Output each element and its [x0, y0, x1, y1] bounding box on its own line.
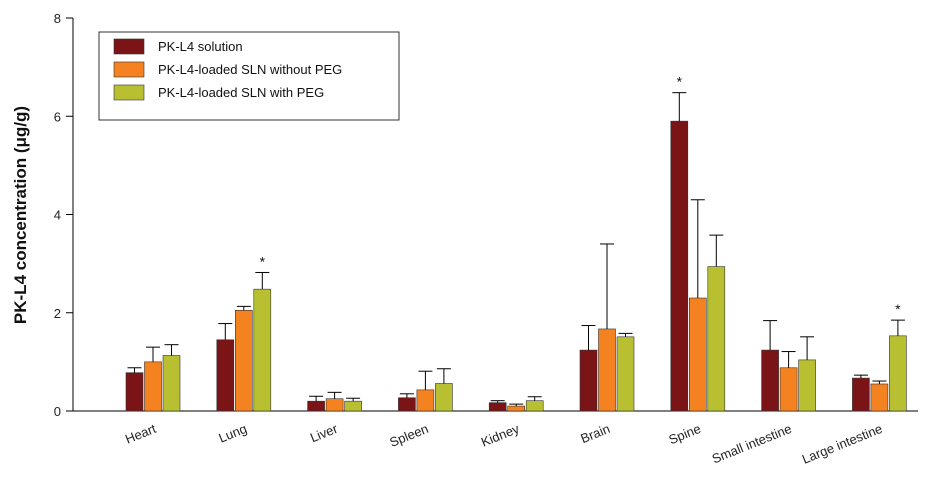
bar [507, 405, 526, 412]
bar [216, 339, 235, 412]
bars-group [125, 120, 907, 412]
bar [525, 400, 544, 412]
x-tick-label: Liver [308, 421, 340, 446]
bar [325, 398, 344, 412]
bar [435, 383, 453, 412]
bar [253, 288, 272, 412]
legend-label: PK-L4 solution [158, 39, 243, 54]
bar [162, 355, 181, 412]
x-tick-label: Lung [216, 421, 248, 446]
bar [598, 328, 616, 412]
x-tick-label: Spine [666, 421, 702, 447]
bar [144, 361, 162, 412]
bar [889, 335, 907, 412]
bar [416, 389, 435, 412]
legend-label: PK-L4-loaded SLN with PEG [158, 85, 324, 100]
bar [398, 397, 416, 412]
bar [579, 349, 598, 412]
bar [852, 377, 870, 412]
bar [870, 383, 889, 412]
bar [125, 372, 144, 412]
x-tick-label: Brain [578, 421, 612, 446]
bar [344, 400, 362, 412]
legend-swatch [113, 61, 145, 78]
x-tick-label: Heart [123, 421, 158, 447]
bar [307, 400, 325, 412]
y-tick-label: 6 [54, 109, 61, 124]
bar [670, 120, 689, 412]
significance-mark: * [895, 301, 901, 317]
significance-mark: * [677, 74, 683, 90]
y-tick-label: 8 [54, 11, 61, 26]
legend-label: PK-L4-loaded SLN without PEG [158, 62, 342, 77]
x-tick-label: Large intestine [800, 421, 885, 467]
bar [707, 266, 726, 412]
y-axis-label: PK-L4 concentration (μg/g) [11, 106, 30, 324]
legend-box [98, 31, 400, 121]
significance-mark: * [260, 253, 266, 269]
bar [798, 359, 816, 412]
y-tick-label: 2 [54, 306, 61, 321]
x-axis: Heart Lung Liver Spleen Kidney Brain Spine Smal… [73, 410, 918, 467]
y-axis: 0 2 4 6 8 [54, 11, 74, 419]
x-tick-label: Small intestine [710, 421, 794, 467]
y-tick-label: 0 [54, 404, 61, 419]
legend-swatch [113, 38, 145, 55]
bar [688, 297, 707, 412]
legend: PK-L4 solution PK-L4-loaded SLN without P… [98, 31, 400, 121]
x-tick-label: Kidney [479, 421, 522, 450]
significance-marks-group: * * * [260, 74, 902, 317]
bar [761, 349, 779, 412]
bar [488, 402, 507, 412]
legend-swatch [113, 84, 145, 101]
bar [779, 367, 798, 412]
bar [616, 336, 635, 412]
y-tick-label: 4 [54, 208, 61, 223]
bar [235, 309, 253, 412]
x-tick-label: Spleen [387, 421, 430, 450]
error-bars-group [127, 92, 905, 407]
